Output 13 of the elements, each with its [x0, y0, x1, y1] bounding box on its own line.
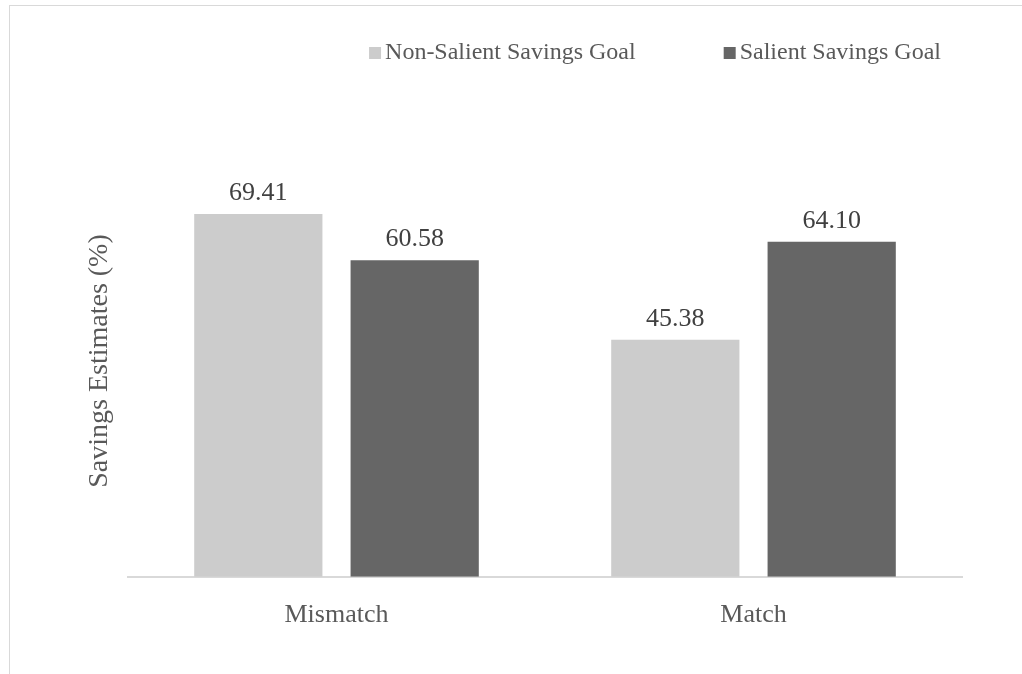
x-tick-label: Match: [720, 599, 787, 629]
data-label: 45.38: [646, 302, 705, 332]
bar: [194, 214, 323, 577]
bar: [767, 241, 896, 577]
bar: [611, 339, 740, 577]
data-label: 64.10: [802, 204, 861, 234]
legend-label: Salient Savings Goal: [739, 38, 942, 65]
data-label: 69.41: [229, 177, 288, 207]
legend-label: Non-Salient Savings Goal: [385, 38, 637, 65]
bar: [350, 260, 479, 577]
y-axis-title: Savings Estimates (%): [82, 234, 114, 488]
data-label: 60.58: [385, 223, 444, 253]
x-tick-label: Mismatch: [284, 599, 389, 629]
